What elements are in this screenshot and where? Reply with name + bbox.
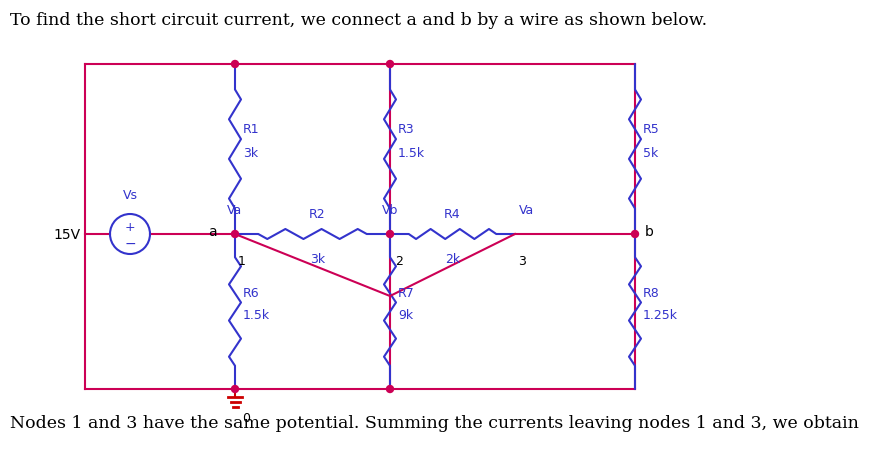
Circle shape	[232, 386, 239, 393]
Text: 15V: 15V	[54, 228, 81, 241]
Text: +: +	[125, 220, 135, 233]
Text: 1.5k: 1.5k	[398, 147, 425, 159]
Text: Vs: Vs	[123, 188, 138, 201]
Text: R4: R4	[444, 208, 461, 220]
Text: R6: R6	[243, 287, 260, 300]
Circle shape	[387, 61, 394, 69]
Text: Nodes 1 and 3 have the same potential. Summing the currents leaving nodes 1 and : Nodes 1 and 3 have the same potential. S…	[10, 414, 859, 431]
Circle shape	[631, 231, 638, 238]
Circle shape	[387, 231, 394, 238]
Text: 3k: 3k	[243, 147, 258, 159]
Text: R7: R7	[398, 287, 415, 300]
Text: 0: 0	[242, 411, 250, 424]
Text: Va: Va	[519, 204, 535, 217]
Text: R3: R3	[398, 123, 415, 136]
Text: 1.25k: 1.25k	[643, 308, 678, 321]
Text: 5k: 5k	[643, 147, 658, 159]
Circle shape	[232, 231, 239, 238]
Text: R8: R8	[643, 287, 659, 300]
Text: −: −	[125, 236, 136, 250]
Text: Vb: Vb	[381, 204, 398, 217]
Text: Va: Va	[227, 204, 243, 217]
Text: 3: 3	[518, 255, 526, 268]
Text: To find the short circuit current, we connect a and b by a wire as shown below.: To find the short circuit current, we co…	[10, 12, 707, 29]
Text: 1.5k: 1.5k	[243, 308, 270, 321]
Text: 9k: 9k	[398, 308, 413, 321]
Text: a: a	[208, 225, 217, 238]
Text: 1: 1	[238, 255, 246, 268]
Text: 3k: 3k	[310, 252, 325, 266]
Text: R5: R5	[643, 123, 659, 136]
Text: R1: R1	[243, 123, 260, 136]
Text: b: b	[645, 225, 654, 238]
Circle shape	[387, 386, 394, 393]
Circle shape	[232, 61, 239, 69]
Text: 2k: 2k	[445, 252, 460, 266]
Text: 2: 2	[395, 255, 403, 268]
Text: R2: R2	[309, 208, 326, 220]
